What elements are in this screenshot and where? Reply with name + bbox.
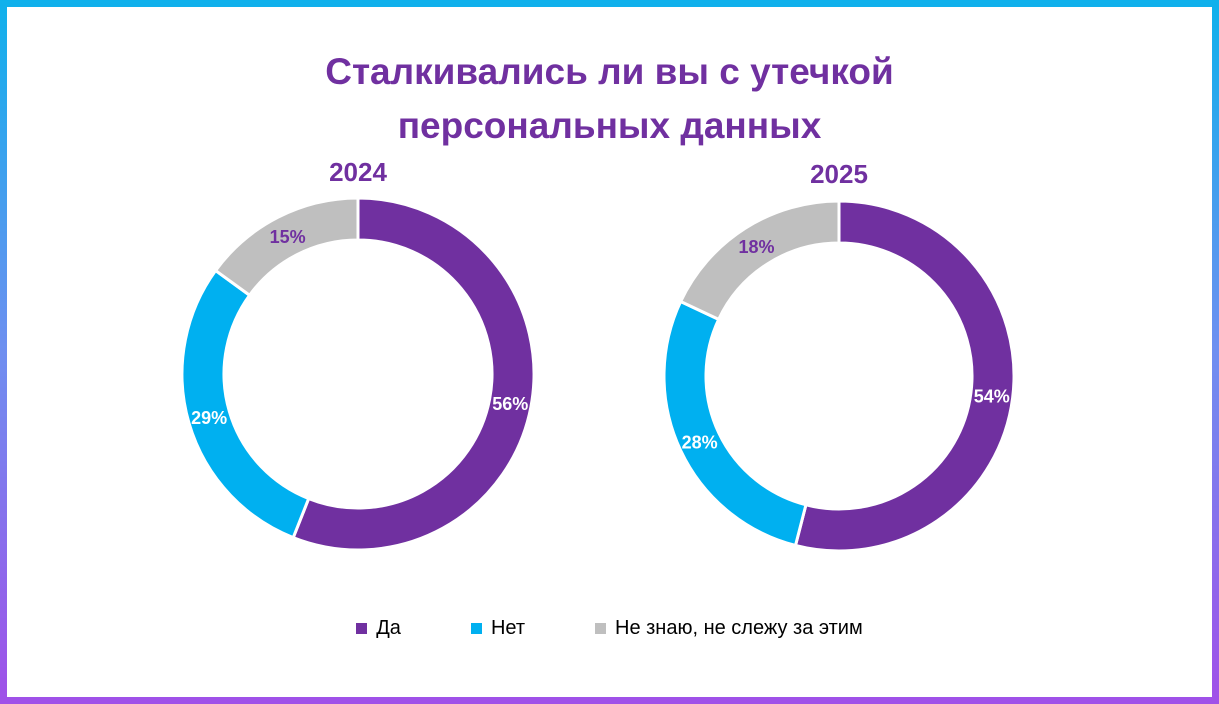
donut-slice-2024-dont-know: [213, 196, 360, 298]
chart-title: Сталкивались ли вы с утечкой персональны…: [7, 45, 1212, 153]
donut-label-2025-yes: 54%: [974, 386, 1010, 406]
donut-subtitle-2025: 2025: [810, 159, 868, 189]
chart-area: Сталкивались ли вы с утечкой персональны…: [7, 7, 1212, 697]
donut-slice-2025-no: [662, 299, 808, 548]
donut-slice-2024-no: [180, 268, 311, 540]
donut-slice-2025-dont-know: [678, 199, 841, 322]
donut-label-2024-no: 29%: [191, 408, 227, 428]
donut-label-2025-no: 28%: [682, 433, 718, 453]
legend-swatch-yes: [356, 623, 368, 634]
legend-item-dont-know: Не знаю, не слежу за этим: [595, 617, 863, 640]
donut-label-2025-dont-know: 18%: [738, 237, 774, 257]
legend-label-no: Нет: [490, 617, 525, 639]
donut-chart-2024: 2024 56% 29% 15%: [180, 157, 536, 552]
donut-charts: 2024 56% 29% 15% 2025 54% 28% 18%: [180, 157, 1016, 553]
donut-slice-2025-yes: [793, 199, 1016, 553]
donut-chart-2025: 2025 54% 28% 18%: [662, 159, 1016, 553]
legend: Да Нет Не знаю, не слежу за этим: [7, 617, 1212, 640]
legend-item-no: Нет: [470, 617, 525, 640]
legend-swatch-dont-know: [595, 623, 606, 634]
donut-slice-2024-yes: [291, 196, 536, 552]
legend-label-yes: Да: [376, 617, 401, 639]
donut-subtitle-2024: 2024: [329, 157, 387, 187]
donut-label-2024-dont-know: 15%: [270, 227, 306, 247]
chart-title-line-2: персональных данных: [397, 105, 822, 146]
chart-title-line-1: Сталкивались ли вы с утечкой: [325, 51, 894, 92]
legend-label-dont-know: Не знаю, не слежу за этим: [615, 617, 863, 639]
legend-swatch-no: [470, 623, 482, 634]
legend-item-yes: Да: [356, 617, 401, 640]
donut-label-2024-yes: 56%: [492, 394, 528, 414]
